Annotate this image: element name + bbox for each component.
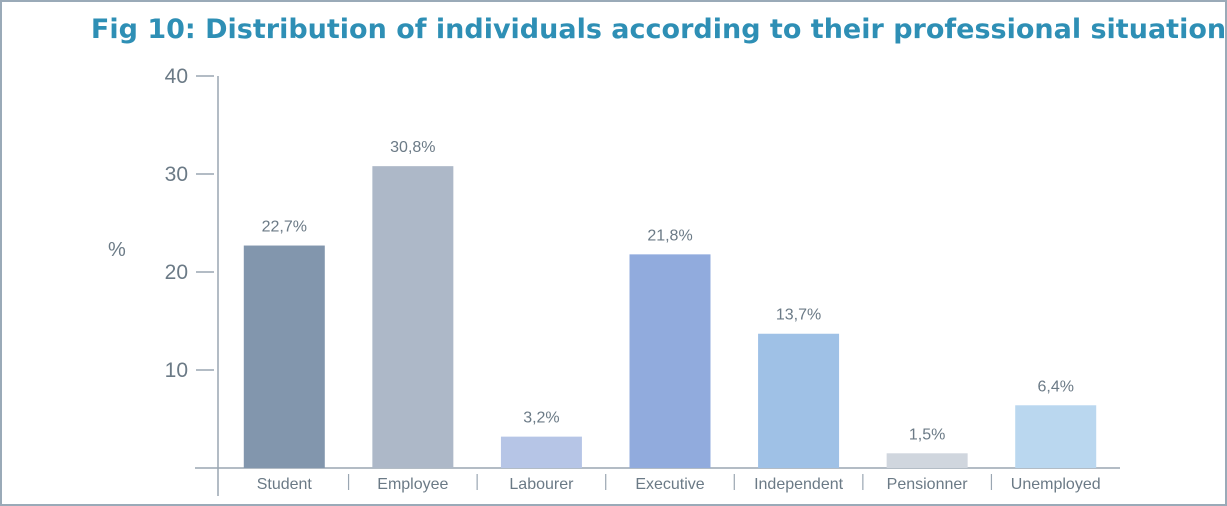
bar-student [243, 245, 325, 468]
y-tick-label: 10 [165, 359, 188, 382]
bar-executive [629, 254, 711, 468]
bar-employee [372, 166, 454, 468]
bar-independent [758, 333, 840, 468]
category-labels: Student Employee Labourer Executive Independ… [257, 476, 1101, 493]
category-label-unemployed: Unemployed [1011, 476, 1101, 493]
chart-title: Fig 10: Distribution of individuals acco… [90, 14, 1227, 45]
category-label-employee: Employee [377, 476, 448, 493]
bar-pensionner [886, 453, 968, 468]
category-label-student: Student [257, 476, 313, 493]
category-label-labourer: Labourer [509, 476, 574, 493]
data-label-unemployed: 6,4% [1037, 378, 1073, 395]
data-label-independent: 13,7% [776, 307, 821, 324]
data-label-labourer: 3,2% [523, 410, 559, 427]
category-label-pensionner: Pensionner [887, 476, 969, 493]
bars [243, 166, 1097, 468]
y-tick-label: 40 [165, 65, 188, 88]
data-labels: 22,7% 30,8% 3,2% 21,8% 13,7% 1,5% 6,4% [262, 139, 1074, 443]
category-label-independent: Independent [754, 476, 844, 493]
data-label-pensionner: 1,5% [909, 426, 945, 443]
y-axis-label: % [108, 239, 126, 261]
category-label-executive: Executive [635, 476, 704, 493]
y-tick-label: 20 [165, 261, 188, 284]
data-label-student: 22,7% [262, 219, 307, 236]
y-tick-label: 30 [165, 163, 188, 186]
bar-unemployed [1015, 405, 1097, 468]
data-label-executive: 21,8% [647, 227, 692, 244]
bar-labourer [500, 436, 582, 468]
data-label-employee: 30,8% [390, 139, 435, 156]
